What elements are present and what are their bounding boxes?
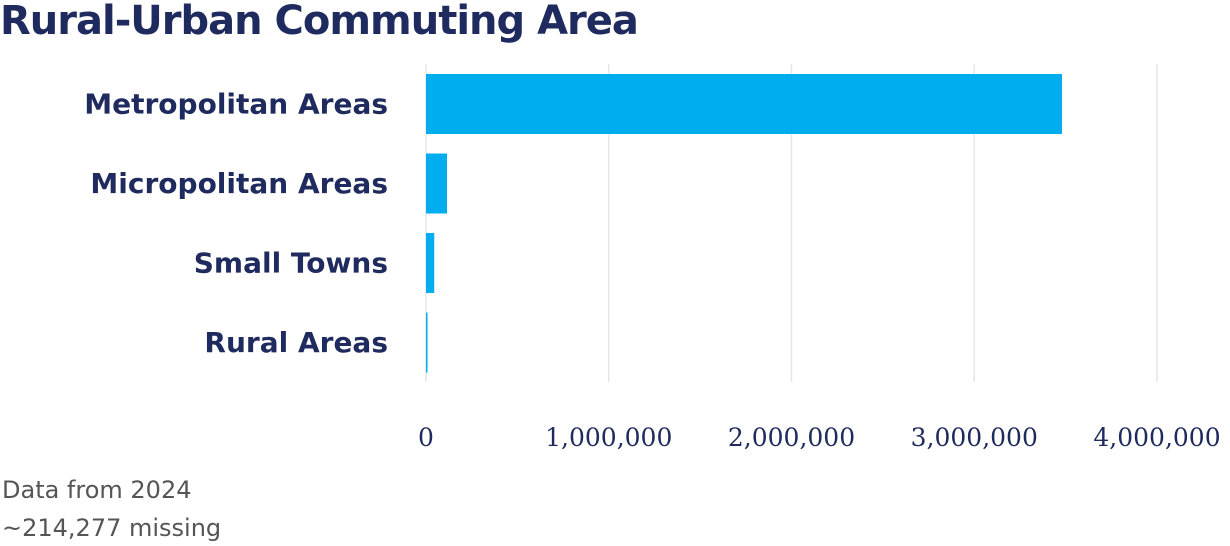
category-label: Micropolitan Areas: [90, 167, 388, 200]
bar[interactable]: [426, 74, 1062, 134]
category-label: Rural Areas: [204, 326, 388, 359]
chart-title: Rural-Urban Commuting Area: [0, 0, 639, 44]
category-label: Metropolitan Areas: [84, 88, 388, 121]
x-axis-tick-labels: 0 1,000,000 2,000,000 3,000,000 4,000,000: [418, 423, 1221, 452]
bar[interactable]: [426, 233, 435, 293]
bar[interactable]: [426, 153, 448, 214]
data-year-note: Data from 2024: [2, 476, 192, 504]
x-tick-label: 3,000,000: [911, 423, 1038, 452]
category-labels: Metropolitan Areas Micropolitan Areas Smal…: [84, 88, 388, 360]
x-tick-label: 1,000,000: [545, 423, 672, 452]
x-tick-label: 4,000,000: [1093, 423, 1220, 452]
bar[interactable]: [426, 312, 428, 373]
bars: [426, 74, 1062, 373]
category-label: Small Towns: [194, 247, 388, 280]
x-tick-label: 2,000,000: [728, 423, 855, 452]
missing-count-note: ~214,277 missing: [2, 514, 222, 542]
x-tick-label: 0: [418, 423, 434, 452]
